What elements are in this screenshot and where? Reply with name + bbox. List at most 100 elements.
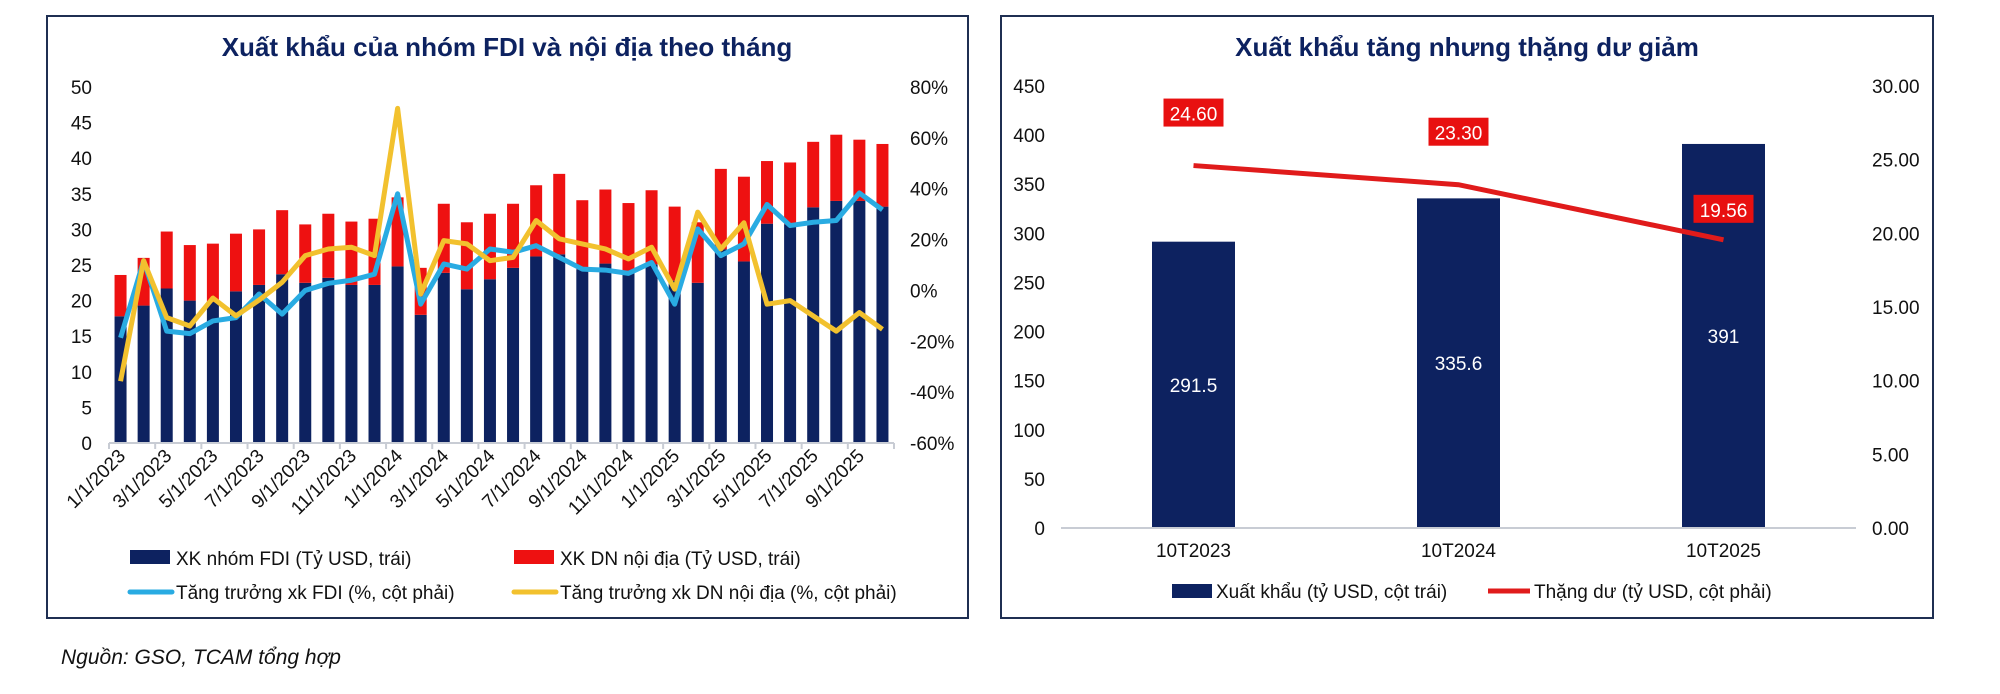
right-y-tick-label: 0% [910, 281, 938, 302]
domestic-growth-line [118, 105, 884, 382]
domestic-export-bar [807, 141, 820, 208]
fdi-export-bar [784, 224, 797, 443]
right-y-tick-label: -60% [910, 434, 954, 455]
domestic-export-bar [668, 206, 681, 281]
fdi-export-bar [853, 200, 866, 443]
source-note: Nguồn: GSO, TCAM tổng hợp [61, 646, 341, 669]
left-y-tick-label: 20 [71, 292, 92, 313]
fdi-export-bar [807, 207, 820, 443]
domestic-export-bar [599, 189, 612, 264]
right-y-tick-label: 25.00 [1872, 151, 1920, 172]
fdi-export-bar [276, 274, 289, 443]
right-y-tick-label: -20% [910, 332, 954, 353]
fdi-export-bar [622, 270, 635, 443]
export-bar-label: 291.5 [1170, 376, 1218, 397]
left-y-tick-label: 40 [71, 149, 92, 170]
fdi-export-bar [229, 291, 242, 443]
legend-label: XK nhóm FDI (Tỷ USD, trái) [176, 549, 411, 570]
domestic-export-bar [160, 231, 173, 289]
domestic-export-bar [784, 162, 797, 225]
surplus-line [1193, 163, 1725, 243]
domestic-export-bar [276, 210, 289, 275]
fdi-export-bar [206, 302, 219, 443]
fdi-export-bar [299, 282, 312, 443]
right-y-tick-label: 80% [910, 78, 948, 99]
fdi-export-bar [830, 200, 843, 443]
fdi-export-bar [460, 289, 473, 443]
fdi-export-bar [507, 267, 520, 443]
domestic-export-bar [229, 233, 242, 292]
fdi-export-bar [137, 305, 150, 443]
legend-label: Thặng dư (tỷ USD, cột phải) [1534, 582, 1772, 603]
left-y-tick-label: 50 [71, 78, 92, 99]
surplus-label-box [1693, 194, 1754, 223]
right-y-tick-label: 40% [910, 180, 948, 201]
surplus-label: 19.56 [1700, 201, 1748, 222]
right-y-tick-label: 20% [910, 231, 948, 252]
fdi-export-bar [876, 206, 889, 443]
fdi-export-bar [437, 272, 450, 443]
fdi-export-bar [483, 279, 496, 443]
left-y-tick-label: 350 [1013, 175, 1045, 196]
left-y-tick-label: 100 [1013, 421, 1045, 442]
right-y-tick-label: 5.00 [1872, 445, 1909, 466]
domestic-export-bar [345, 221, 358, 285]
legend-swatch [514, 550, 554, 564]
surplus-label-box [1163, 98, 1224, 127]
legend-swatch [130, 550, 170, 564]
fdi-export-bar [322, 277, 335, 443]
fdi-export-bar [530, 256, 543, 443]
fdi-export-bar [253, 284, 266, 443]
legend-label: Xuất khẩu (tỷ USD, cột trái) [1216, 582, 1447, 603]
export-bar-label: 391 [1708, 327, 1740, 348]
domestic-export-bar [714, 168, 727, 250]
domestic-export-bar [876, 143, 889, 207]
right-y-tick-label: 0.00 [1872, 519, 1909, 540]
left-y-tick-label: 200 [1013, 323, 1045, 344]
left-y-tick-label: 50 [1024, 470, 1045, 491]
export-bar-label: 335.6 [1435, 354, 1483, 375]
fdi-export-bar [599, 263, 612, 443]
legend-label: Tăng trưởng xk FDI (%, cột phải) [176, 583, 455, 604]
surplus-label-box [1428, 117, 1489, 146]
left-y-tick-label: 30 [71, 220, 92, 241]
fdi-export-bar [668, 280, 681, 443]
domestic-export-bar [322, 213, 335, 278]
export-bar [1152, 241, 1235, 528]
right-y-tick-label: 30.00 [1872, 77, 1920, 98]
x-tick-label: 10T2025 [1686, 541, 1761, 562]
left-y-tick-label: 45 [71, 114, 92, 135]
domestic-export-bar [460, 222, 473, 290]
x-tick-label: 10T2023 [1156, 541, 1231, 562]
left-y-tick-label: 35 [71, 185, 92, 206]
left-y-tick-label: 250 [1013, 273, 1045, 294]
fdi-export-bar [714, 249, 727, 443]
left-y-tick-label: 400 [1013, 126, 1045, 147]
left-y-tick-label: 150 [1013, 372, 1045, 393]
x-tick-label: 10T2024 [1421, 541, 1496, 562]
left-y-tick-label: 25 [71, 256, 92, 277]
fdi-export-bar [737, 261, 750, 443]
surplus-label: 24.60 [1170, 105, 1218, 126]
domestic-export-bar [576, 200, 589, 270]
right-y-tick-label: 20.00 [1872, 224, 1920, 245]
legend-swatch [1172, 584, 1212, 598]
fdi-export-bar [761, 223, 774, 443]
right-y-tick-label: 10.00 [1872, 372, 1920, 393]
left-y-tick-label: 300 [1013, 224, 1045, 245]
left-y-tick-label: 10 [71, 363, 92, 384]
left-y-tick-label: 450 [1013, 77, 1045, 98]
domestic-export-bar [830, 134, 843, 201]
legend-label: XK DN nội địa (Tỷ USD, trái) [560, 549, 801, 570]
domestic-export-bar [206, 243, 219, 303]
export-bar [1417, 198, 1500, 529]
fdi-export-bar [368, 284, 381, 443]
fdi-export-bar [391, 266, 404, 443]
legend-label: Tăng trưởng xk DN nội địa (%, cột phải) [560, 583, 897, 604]
domestic-export-bar [114, 274, 127, 317]
fdi-export-bar [183, 300, 196, 443]
surplus-label: 23.30 [1435, 124, 1483, 145]
fdi-export-bar [345, 284, 358, 443]
left-y-tick-label: 15 [71, 327, 92, 348]
